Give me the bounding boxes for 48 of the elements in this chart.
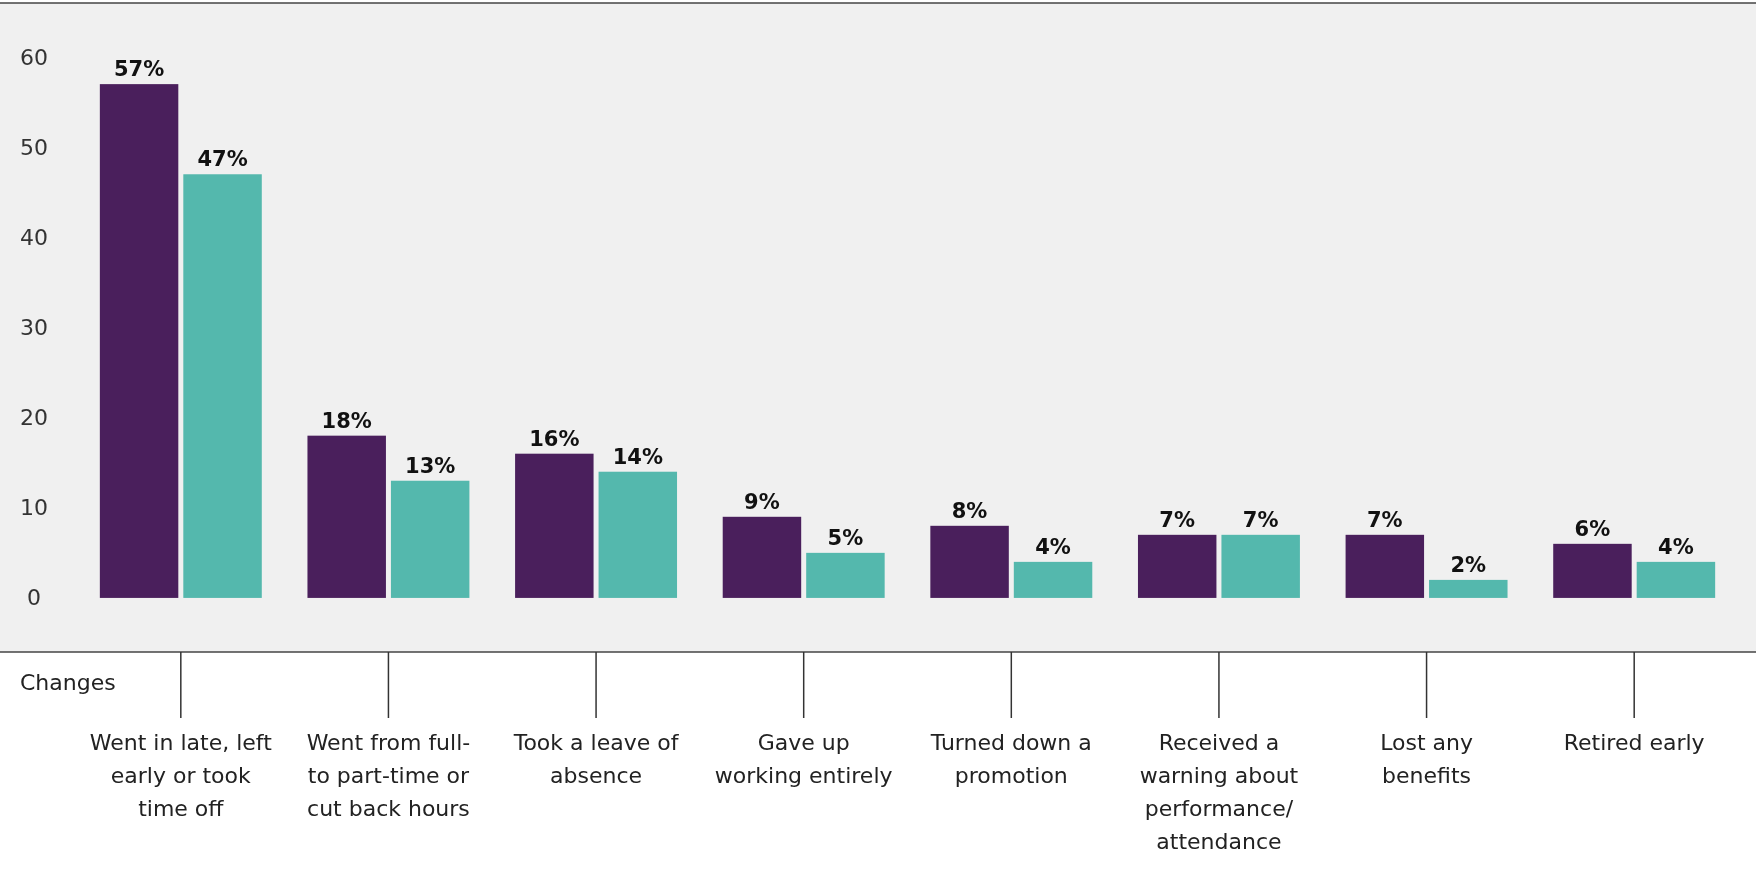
y-tick-label: 30 xyxy=(20,315,48,341)
data-label: 4% xyxy=(1035,534,1071,559)
x-tick-label: Went in late, left early or took time off xyxy=(89,730,273,821)
data-label: 14% xyxy=(612,444,663,469)
x-axis-title: Changes xyxy=(20,670,116,695)
x-tick-label: Received a warning about performance/ attendance xyxy=(1139,730,1299,854)
bar xyxy=(515,453,594,598)
data-label: 18% xyxy=(321,408,372,433)
bar xyxy=(598,471,678,598)
data-label: 7% xyxy=(1367,507,1403,532)
data-label: 7% xyxy=(1159,507,1196,532)
data-label: 57% xyxy=(113,57,165,82)
data-label: 9% xyxy=(744,489,780,514)
data-label: 7% xyxy=(1242,507,1279,532)
data-label: 6% xyxy=(1574,516,1611,541)
bar xyxy=(1553,543,1632,598)
bar xyxy=(1429,579,1508,598)
bar xyxy=(99,84,179,598)
data-label: 8% xyxy=(951,498,988,523)
bar xyxy=(806,552,885,598)
data-label: 47% xyxy=(197,147,248,172)
data-label: 4% xyxy=(1658,534,1694,559)
bar xyxy=(307,435,386,598)
bar xyxy=(183,174,262,598)
bar xyxy=(930,525,1009,598)
data-label: 16% xyxy=(529,426,580,451)
y-tick-label: 0 xyxy=(27,585,41,611)
y-tick-label: 20 xyxy=(20,405,48,431)
x-tick-label: Turned down a promotion xyxy=(929,730,1092,788)
x-tick-label: Went from full- to part-time or cut back hours xyxy=(306,730,471,821)
bar xyxy=(390,480,470,598)
x-tick-label: Lost any benefits xyxy=(1380,730,1473,788)
y-tick-label: 50 xyxy=(20,134,48,160)
x-tick-label: Retired early xyxy=(1563,730,1705,755)
bar xyxy=(722,516,802,598)
data-label: 5% xyxy=(827,525,864,550)
data-label: 2% xyxy=(1450,552,1487,577)
y-tick-label: 10 xyxy=(20,495,48,521)
data-label: 13% xyxy=(405,453,456,478)
x-tick-label: Gave up working entirely xyxy=(714,730,893,788)
x-tick-label: Took a leave of absence xyxy=(512,730,680,788)
bar xyxy=(1636,561,1716,598)
bar xyxy=(1137,534,1217,598)
bar xyxy=(1345,534,1425,598)
bar xyxy=(1221,534,1300,598)
bar xyxy=(1013,561,1093,598)
y-tick-label: 60 xyxy=(20,44,48,70)
y-tick-label: 40 xyxy=(20,224,48,250)
